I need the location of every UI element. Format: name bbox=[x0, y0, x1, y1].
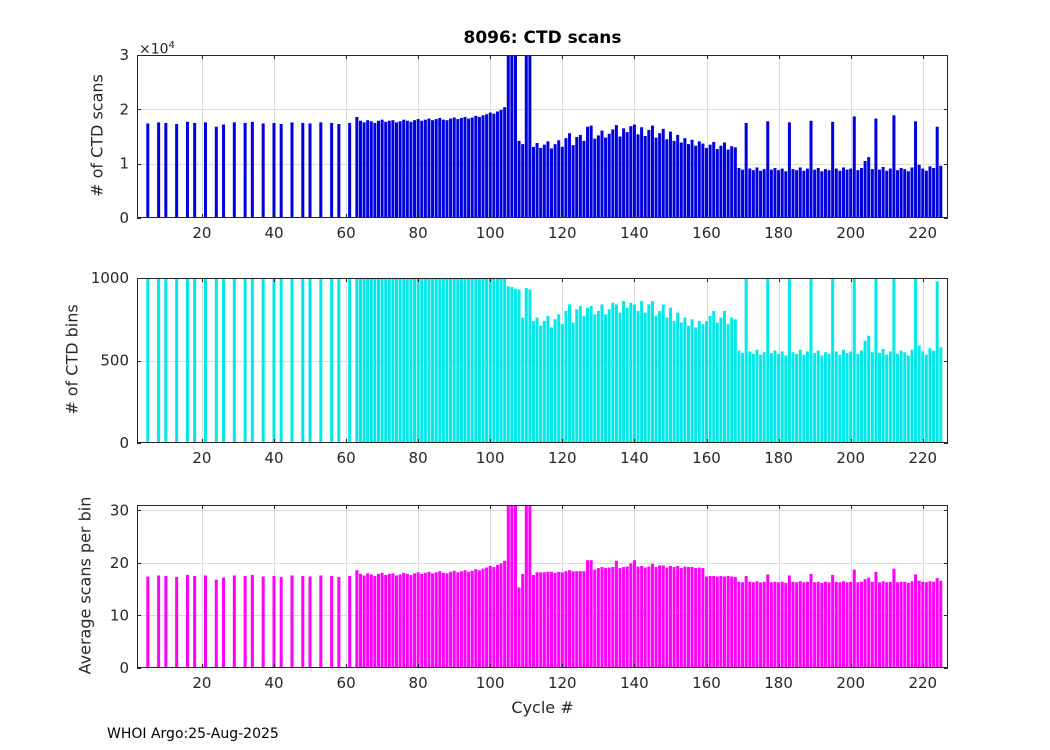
x-tick-labels: 20 40 60 80 100 120 140 160 180 200 220 bbox=[192, 224, 937, 242]
svg-text:60: 60 bbox=[337, 674, 356, 692]
axes-box bbox=[137, 505, 948, 668]
svg-text:180: 180 bbox=[764, 449, 793, 467]
ylabel-ctd-scans: # of CTD scans bbox=[87, 74, 107, 197]
axes-box bbox=[137, 278, 948, 443]
bars bbox=[146, 278, 943, 444]
x-tick-labels: 20 40 60 80 100 120 140 160 180 200 220 bbox=[192, 674, 937, 692]
figure-title: 8096: CTD scans bbox=[463, 28, 622, 48]
svg-text:60: 60 bbox=[337, 224, 356, 242]
svg-text:100: 100 bbox=[476, 674, 505, 692]
svg-text:3: 3 bbox=[119, 46, 129, 64]
y-tick-labels: 0 500 1000 bbox=[91, 269, 129, 452]
footer-datestamp: WHOI Argo:25-Aug-2025 bbox=[107, 726, 279, 742]
svg-text:160: 160 bbox=[692, 674, 721, 692]
svg-text:20: 20 bbox=[192, 224, 211, 242]
svg-text:0: 0 bbox=[119, 659, 129, 677]
svg-text:40: 40 bbox=[264, 449, 283, 467]
svg-text:200: 200 bbox=[836, 674, 865, 692]
axes-box bbox=[137, 55, 948, 218]
bars bbox=[146, 505, 943, 668]
svg-text:40: 40 bbox=[264, 224, 283, 242]
svg-text:20: 20 bbox=[110, 554, 129, 572]
svg-text:20: 20 bbox=[192, 449, 211, 467]
svg-text:10: 10 bbox=[110, 606, 129, 624]
svg-text:140: 140 bbox=[620, 674, 649, 692]
svg-text:2: 2 bbox=[119, 100, 129, 118]
svg-text:220: 220 bbox=[908, 224, 937, 242]
svg-text:160: 160 bbox=[692, 224, 721, 242]
multiplier-exponent: 4 bbox=[168, 40, 175, 51]
svg-text:120: 120 bbox=[548, 674, 577, 692]
svg-text:220: 220 bbox=[908, 674, 937, 692]
x-tick-labels: 20 40 60 80 100 120 140 160 180 200 220 bbox=[192, 449, 937, 467]
svg-text:140: 140 bbox=[620, 224, 649, 242]
svg-text:40: 40 bbox=[264, 674, 283, 692]
multiplier-base: ×10 bbox=[139, 41, 169, 58]
svg-text:180: 180 bbox=[764, 224, 793, 242]
svg-text:80: 80 bbox=[409, 449, 428, 467]
svg-text:120: 120 bbox=[548, 224, 577, 242]
bars bbox=[146, 55, 943, 218]
tick-marks bbox=[137, 55, 948, 219]
svg-text:0: 0 bbox=[119, 209, 129, 227]
subplot-avg-scans-per-bin: 20 40 60 80 100 120 140 160 180 200 220 0 10 20 30 bbox=[110, 501, 948, 692]
y-tick-labels: 0 10 20 30 bbox=[110, 501, 129, 677]
svg-text:0: 0 bbox=[119, 434, 129, 452]
svg-text:120: 120 bbox=[548, 449, 577, 467]
subplot-ctd-bins: 20 40 60 80 100 120 140 160 180 200 220 0 500 1000 bbox=[91, 269, 948, 467]
y-axis-exponent-label: ×104 bbox=[139, 40, 175, 58]
svg-text:100: 100 bbox=[476, 449, 505, 467]
svg-text:80: 80 bbox=[409, 224, 428, 242]
tick-marks bbox=[137, 505, 948, 669]
ylabel-avg-scans-per-bin: Average scans per bin bbox=[75, 496, 95, 675]
svg-text:100: 100 bbox=[476, 224, 505, 242]
svg-text:200: 200 bbox=[836, 224, 865, 242]
x-axis-label: Cycle # bbox=[511, 698, 574, 717]
svg-text:1: 1 bbox=[119, 155, 129, 173]
svg-text:180: 180 bbox=[764, 674, 793, 692]
y-tick-labels: 0 1 2 3 bbox=[119, 46, 129, 227]
svg-text:60: 60 bbox=[337, 449, 356, 467]
svg-text:160: 160 bbox=[692, 449, 721, 467]
svg-text:220: 220 bbox=[908, 449, 937, 467]
svg-text:1000: 1000 bbox=[91, 269, 129, 287]
svg-text:500: 500 bbox=[100, 352, 129, 370]
tick-marks bbox=[137, 278, 948, 444]
svg-text:20: 20 bbox=[192, 674, 211, 692]
svg-text:80: 80 bbox=[409, 674, 428, 692]
svg-text:140: 140 bbox=[620, 449, 649, 467]
subplot-ctd-scans: 20 40 60 80 100 120 140 160 180 200 220 0 1 2 3 bbox=[119, 46, 948, 242]
svg-text:200: 200 bbox=[836, 449, 865, 467]
svg-text:30: 30 bbox=[110, 501, 129, 519]
